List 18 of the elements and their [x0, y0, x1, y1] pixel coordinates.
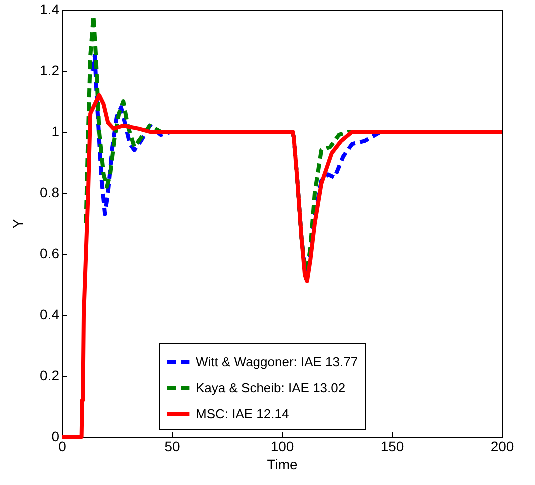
x-tick-label: 200 [490, 438, 514, 454]
y-tick-label: 0.6 [40, 246, 60, 262]
y-tick-label: 0.4 [40, 306, 60, 322]
legend-label: MSC: IAE 12.14 [196, 406, 290, 422]
y-tick-label: 1 [52, 124, 60, 140]
x-tick-label: 100 [270, 438, 294, 454]
x-tick-label: 50 [164, 438, 180, 454]
legend-label: Kaya & Scheib: IAE 13.02 [196, 380, 346, 396]
y-tick-label: 0.8 [40, 184, 60, 200]
y-tick-label: 1.2 [40, 62, 60, 78]
x-tick-label: 150 [380, 438, 404, 454]
line-series [60, 93, 504, 439]
y-tick-label: 1.4 [40, 2, 60, 18]
legend-label: Witt & Waggoner: IAE 13.77 [196, 354, 358, 370]
x-axis-title: Time [267, 456, 298, 472]
y-tick-label: 0 [52, 428, 60, 444]
y-axis-title: Y [10, 218, 26, 229]
y-tick-label: 0.2 [40, 368, 60, 384]
